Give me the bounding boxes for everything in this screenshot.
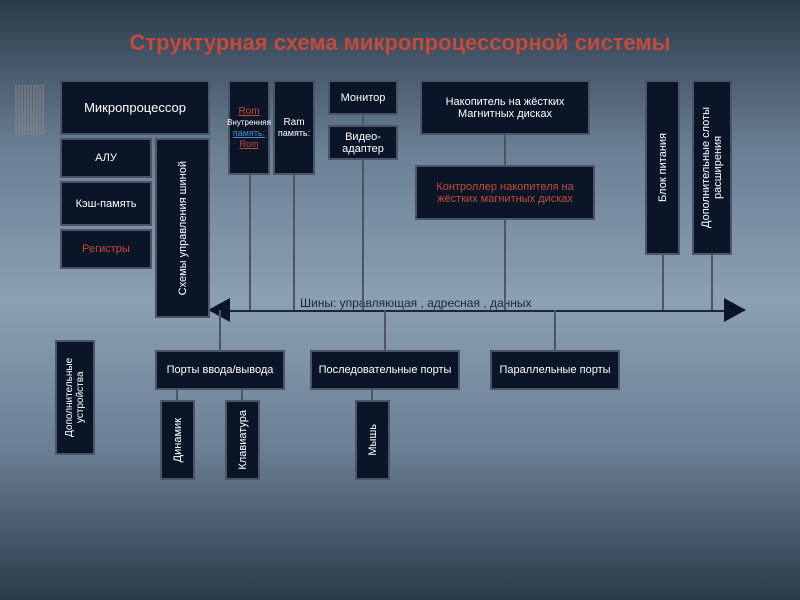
rom-sub2: память: bbox=[233, 128, 265, 138]
hdd-controller-box: Контроллер накопителя на жёстких магнитн… bbox=[415, 165, 595, 220]
extra-devices-box: Дополнительные устройства bbox=[55, 340, 95, 455]
power-label: Блок питания bbox=[657, 133, 669, 202]
cache-label: Кэш-память bbox=[76, 198, 137, 210]
monitor-label: Монитор bbox=[341, 92, 386, 104]
conn bbox=[554, 310, 556, 350]
keyboard-box: Клавиатура bbox=[225, 400, 260, 480]
video-adapter-label: Видео-адаптер bbox=[333, 131, 393, 155]
rom-box: Rom Внутренняя память: Rom bbox=[228, 80, 270, 175]
bus-control-label: Схемы управления шиной bbox=[177, 161, 189, 295]
keyboard-label: Клавиатура bbox=[237, 410, 249, 470]
parallel-ports-label: Параллельные порты bbox=[499, 364, 610, 376]
io-ports-box: Порты ввода/вывода bbox=[155, 350, 285, 390]
hdd-controller-label: Контроллер накопителя на жёстких магнитн… bbox=[420, 181, 590, 205]
hdd-label: Накопитель на жёстких Магнитных дисках bbox=[425, 96, 585, 120]
conn bbox=[219, 310, 221, 350]
hdd-box: Накопитель на жёстких Магнитных дисках bbox=[420, 80, 590, 135]
speaker-box: Динамик bbox=[160, 400, 195, 480]
ram-box: Ram память: bbox=[273, 80, 315, 175]
conn bbox=[293, 175, 295, 310]
conn bbox=[241, 390, 243, 400]
conn bbox=[176, 390, 178, 400]
power-box: Блок питания bbox=[645, 80, 680, 255]
speaker-label: Динамик bbox=[172, 418, 184, 462]
bus-line bbox=[228, 310, 726, 312]
bus-label: Шины: управляющая , адресная , данных bbox=[300, 296, 532, 310]
ram-title: Ram bbox=[283, 117, 304, 128]
registers-box: Регистры bbox=[60, 229, 152, 269]
rom-sub1: Внутренняя bbox=[227, 118, 271, 127]
conn bbox=[371, 390, 373, 400]
barcode-decor bbox=[15, 85, 45, 135]
mouse-box: Мышь bbox=[355, 400, 390, 480]
io-ports-label: Порты ввода/вывода bbox=[167, 364, 274, 376]
registers-label: Регистры bbox=[82, 243, 130, 255]
mouse-label: Мышь bbox=[367, 424, 379, 456]
microprocessor-label: Микропроцессор bbox=[84, 100, 186, 115]
conn bbox=[362, 115, 364, 125]
conn bbox=[662, 255, 664, 310]
rom-title: Rom bbox=[238, 106, 259, 117]
serial-ports-label: Последовательные порты bbox=[319, 364, 452, 376]
conn bbox=[711, 255, 713, 310]
conn bbox=[249, 175, 251, 310]
conn bbox=[362, 160, 364, 310]
parallel-ports-box: Параллельные порты bbox=[490, 350, 620, 390]
microprocessor-box: Микропроцессор bbox=[60, 80, 210, 135]
expansion-box: Дополнительные слоты расширения bbox=[692, 80, 732, 255]
bus-control-box: Схемы управления шиной bbox=[155, 138, 210, 318]
extra-devices-label: Дополнительные устройства bbox=[64, 345, 86, 450]
alu-label: АЛУ bbox=[95, 152, 117, 164]
bus-arrow-right bbox=[724, 298, 746, 322]
ram-sub: память: bbox=[278, 128, 310, 138]
monitor-box: Монитор bbox=[328, 80, 398, 115]
video-adapter-box: Видео-адаптер bbox=[328, 125, 398, 160]
rom-sub3: Rom bbox=[240, 139, 259, 149]
conn bbox=[504, 135, 506, 165]
conn bbox=[504, 220, 506, 310]
conn bbox=[384, 310, 386, 350]
cache-box: Кэш-память bbox=[60, 181, 152, 226]
serial-ports-box: Последовательные порты bbox=[310, 350, 460, 390]
alu-box: АЛУ bbox=[60, 138, 152, 178]
page-title: Структурная схема микропроцессорной сист… bbox=[0, 30, 800, 56]
expansion-label: Дополнительные слоты расширения bbox=[700, 85, 724, 250]
